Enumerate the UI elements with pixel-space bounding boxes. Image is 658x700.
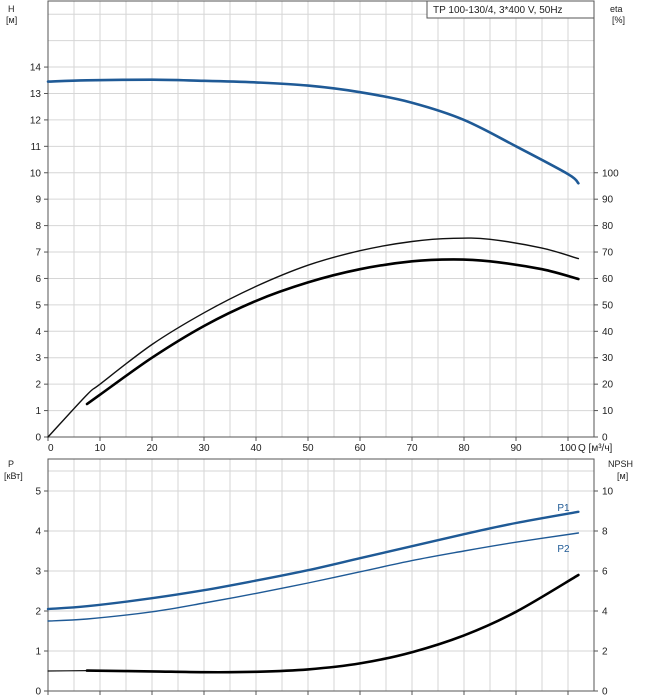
top-y-tick-label: 1 <box>35 406 41 417</box>
top-y-tick-label: 11 <box>31 142 42 153</box>
bottom-chart-grid <box>48 459 594 691</box>
p2-curve-label: P2 <box>557 544 570 555</box>
bottom-y-tick-label: 3 <box>35 567 41 578</box>
top-y-tick-label: 12 <box>30 115 42 126</box>
top-y-tick-label: 8 <box>35 221 41 232</box>
top-x-tick-label: 50 <box>302 443 314 454</box>
top-x-tick-label: 80 <box>458 443 470 454</box>
top-x-tick-label: 0 <box>48 443 54 454</box>
top-curve-series-1 <box>47 237 580 438</box>
top-right-axis-unit: [%] <box>612 15 625 25</box>
top-x-tick-label: 40 <box>250 443 262 454</box>
bottom-left-axis-title: P <box>8 459 14 469</box>
top-y2-tick-label: 0 <box>602 433 608 444</box>
top-right-axis-title: eta <box>610 4 623 14</box>
bottom-chart-frame <box>47 458 595 692</box>
top-curve-series-2 <box>85 258 580 406</box>
top-y2-tick-label: 60 <box>602 274 614 285</box>
top-chart-curves <box>46 78 580 438</box>
top-x-tick-label: 10 <box>94 443 106 454</box>
top-y-tick-label: 14 <box>30 63 42 74</box>
p1-curve-label: P1 <box>557 503 570 514</box>
top-y-tick-label: 3 <box>35 353 41 364</box>
top-x-tick-label: 90 <box>510 443 522 454</box>
top-y2-tick-label: 70 <box>602 248 614 259</box>
top-y2-tick-label: 10 <box>602 406 614 417</box>
bottom-y2-tick-label: 10 <box>602 487 614 498</box>
legend-text: TP 100-130/4, 3*400 V, 50Hz <box>433 5 563 16</box>
bottom-y2-tick-label: 0 <box>602 687 608 698</box>
legend-box <box>426 0 595 19</box>
top-y2-tick-label: 90 <box>602 195 614 206</box>
bottom-curve-series-3 <box>85 573 580 674</box>
bottom-chart-ticks: 0 1 2 3 4 5 0 2 4 6 8 10 <box>35 487 613 698</box>
top-x-tick-label: 20 <box>146 443 158 454</box>
bottom-curve-p2 <box>47 532 580 622</box>
bottom-y2-tick-label: 4 <box>602 607 608 618</box>
top-left-axis-unit: [м] <box>6 15 17 25</box>
top-y2-tick-label: 50 <box>602 300 614 311</box>
top-y2-tick-label: 80 <box>602 221 614 232</box>
bottom-left-axis-unit: [кВт] <box>4 471 23 481</box>
top-y2-tick-label: 20 <box>602 380 614 391</box>
top-x-tick-label: 100 <box>560 443 577 454</box>
bottom-y2-tick-label: 6 <box>602 567 608 578</box>
top-y2-tick-label: 30 <box>602 353 614 364</box>
top-y-tick-label: 13 <box>30 89 42 100</box>
top-y-tick-label: 9 <box>35 195 41 206</box>
top-y-tick-label: 7 <box>35 248 41 259</box>
top-x-tick-label: 70 <box>406 443 418 454</box>
top-y-tick-label: 5 <box>35 300 41 311</box>
top-y2-tick-label: 100 <box>602 168 619 179</box>
top-y-tick-label: 0 <box>35 433 41 444</box>
bottom-y2-tick-label: 8 <box>602 527 608 538</box>
top-chart-ticks: 0123456789101112131401020304050607080901… <box>30 63 619 454</box>
x-axis-title: Q [м³/ч] <box>578 443 613 454</box>
bottom-right-axis-title: NPSH <box>608 459 633 469</box>
bottom-y-tick-label: 0 <box>35 687 41 698</box>
top-y-tick-label: 6 <box>35 274 41 285</box>
top-y-tick-label: 4 <box>35 327 41 338</box>
bottom-y-tick-label: 4 <box>35 527 41 538</box>
top-chart-grid <box>48 1 594 437</box>
top-curve-series-0 <box>46 78 580 185</box>
bottom-y2-tick-label: 2 <box>602 647 608 658</box>
top-x-tick-label: 30 <box>198 443 210 454</box>
bottom-right-axis-unit: [м] <box>617 471 628 481</box>
bottom-y-tick-label: 2 <box>35 607 41 618</box>
top-chart-frame <box>47 0 595 438</box>
top-y-tick-label: 10 <box>30 168 42 179</box>
bottom-y-tick-label: 5 <box>35 487 41 498</box>
bottom-curve-p1 <box>46 510 580 611</box>
top-left-axis-title: H <box>8 4 15 14</box>
top-x-tick-label: 60 <box>354 443 366 454</box>
bottom-chart-curves <box>46 510 580 674</box>
top-y2-tick-label: 40 <box>602 327 614 338</box>
top-y-tick-label: 2 <box>35 380 41 391</box>
bottom-y-tick-label: 1 <box>35 647 41 658</box>
